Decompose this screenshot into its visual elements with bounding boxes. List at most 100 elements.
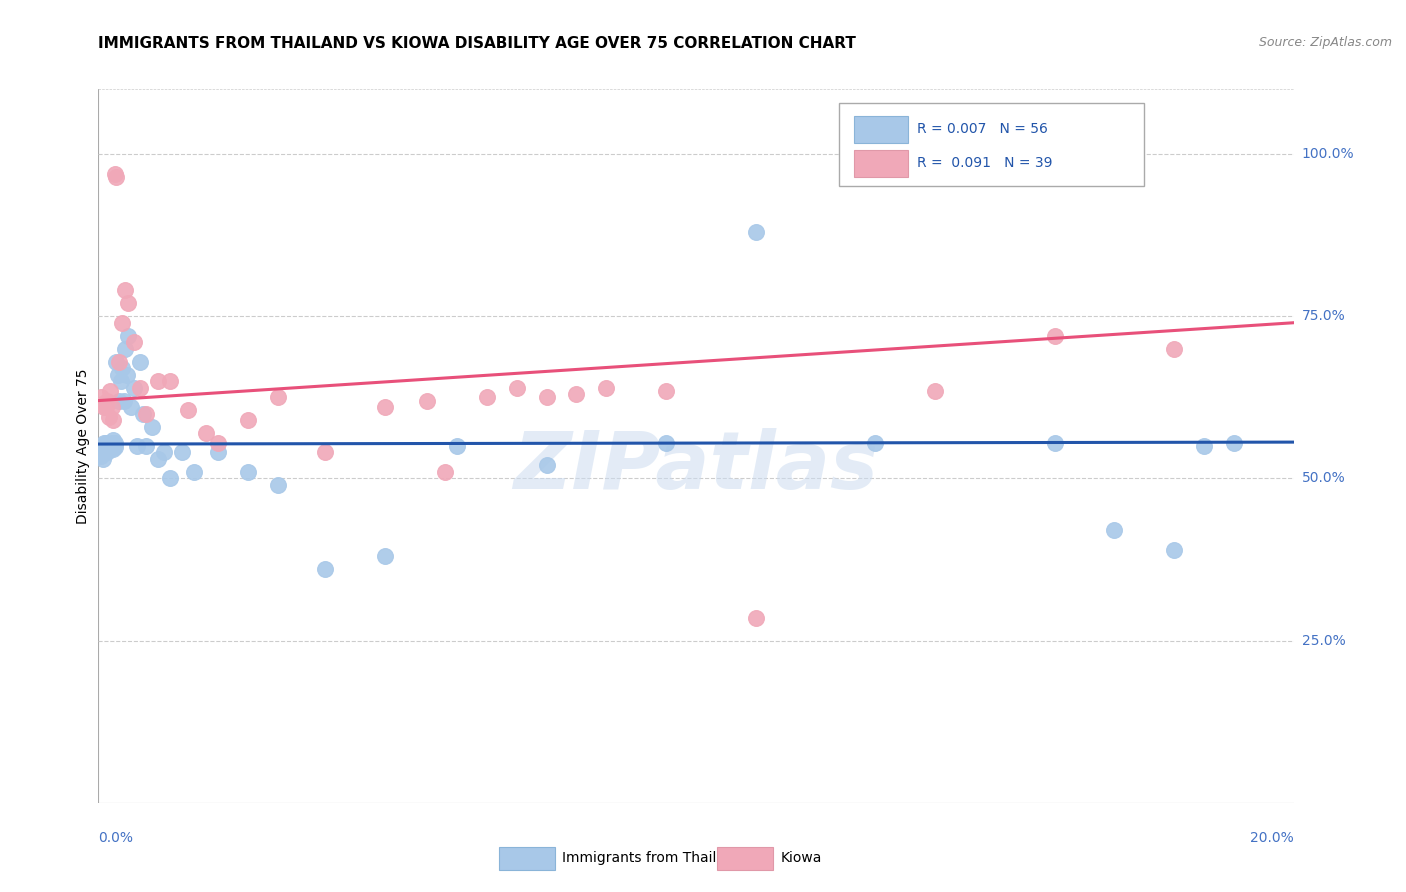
Text: 100.0%: 100.0% (1302, 147, 1354, 161)
Point (135, 439, 157, 453)
Point (267, 478, 290, 492)
Text: 50.0%: 50.0% (1302, 472, 1346, 485)
Point (446, 439, 468, 453)
Point (536, 390, 558, 404)
Point (1163, 342, 1185, 356)
Point (90, 390, 112, 404)
Point (1192, 439, 1215, 453)
Point (91, 439, 114, 453)
Point (104, 167, 127, 181)
Point (374, 400, 396, 414)
FancyBboxPatch shape (853, 150, 907, 177)
Text: 25.0%: 25.0% (1302, 633, 1346, 648)
Point (207, 435, 229, 450)
Point (745, 611, 768, 625)
Text: Source: ZipAtlas.com: Source: ZipAtlas.com (1258, 36, 1392, 49)
Point (110, 374, 132, 388)
Point (172, 445, 194, 459)
Point (129, 354, 152, 368)
Text: ZIPatlas: ZIPatlas (513, 428, 879, 507)
Point (153, 445, 176, 459)
Point (416, 393, 439, 408)
Point (141, 419, 163, 434)
Point (90, 442, 112, 457)
Point (595, 381, 617, 395)
Point (98, 409, 121, 424)
Point (148, 374, 170, 388)
Point (93, 435, 115, 450)
Point (100, 435, 122, 450)
Point (745, 225, 768, 239)
Point (148, 452, 170, 467)
Point (236, 413, 259, 427)
Point (115, 368, 138, 382)
Point (236, 465, 259, 479)
Point (108, 354, 131, 368)
Point (207, 445, 229, 459)
Point (127, 439, 149, 453)
Point (1223, 435, 1246, 450)
Point (98, 384, 122, 398)
FancyBboxPatch shape (839, 103, 1144, 186)
Point (111, 361, 134, 376)
Point (315, 562, 337, 576)
Point (98, 439, 122, 453)
Point (94, 435, 117, 450)
Point (1163, 542, 1185, 557)
Point (105, 354, 128, 368)
Point (98, 442, 122, 457)
Point (475, 390, 498, 404)
Point (93, 400, 115, 414)
Point (267, 390, 290, 404)
Point (100, 440, 122, 454)
Y-axis label: Disability Age Over 75: Disability Age Over 75 (76, 368, 90, 524)
Point (96, 442, 118, 457)
Point (117, 328, 139, 343)
Point (536, 458, 558, 473)
Point (1043, 435, 1066, 450)
Point (94, 400, 117, 414)
Point (117, 296, 139, 310)
Text: 20.0%: 20.0% (1250, 830, 1294, 845)
Point (91, 452, 114, 467)
Point (103, 433, 125, 447)
Point (104, 440, 127, 454)
Point (129, 381, 152, 395)
Point (565, 387, 588, 401)
Point (107, 368, 129, 382)
Point (374, 549, 396, 564)
Point (98, 442, 121, 457)
Point (924, 384, 946, 398)
Point (120, 400, 142, 414)
Point (655, 384, 678, 398)
Point (1043, 328, 1066, 343)
Point (315, 445, 337, 459)
Text: R =  0.091   N = 39: R = 0.091 N = 39 (917, 156, 1053, 170)
Text: R = 0.007   N = 56: R = 0.007 N = 56 (917, 122, 1047, 136)
Point (865, 435, 887, 450)
Point (655, 435, 678, 450)
Point (96, 445, 118, 459)
Point (132, 407, 155, 421)
Point (103, 413, 125, 427)
Point (112, 393, 135, 408)
Point (98, 439, 121, 453)
Text: IMMIGRANTS FROM THAILAND VS KIOWA DISABILITY AGE OVER 75 CORRELATION CHART: IMMIGRANTS FROM THAILAND VS KIOWA DISABI… (98, 36, 856, 51)
FancyBboxPatch shape (853, 116, 907, 143)
Point (114, 283, 136, 297)
Text: Kiowa: Kiowa (780, 851, 821, 865)
Point (94, 442, 117, 457)
Point (100, 400, 122, 414)
Point (124, 335, 146, 350)
Point (124, 381, 146, 395)
Point (111, 316, 134, 330)
Point (434, 465, 457, 479)
Point (93, 445, 115, 459)
Point (105, 169, 128, 184)
Point (183, 465, 205, 479)
Point (506, 381, 529, 395)
Point (159, 471, 181, 485)
Text: 0.0%: 0.0% (98, 830, 134, 845)
Point (177, 403, 200, 417)
Point (90, 449, 112, 463)
